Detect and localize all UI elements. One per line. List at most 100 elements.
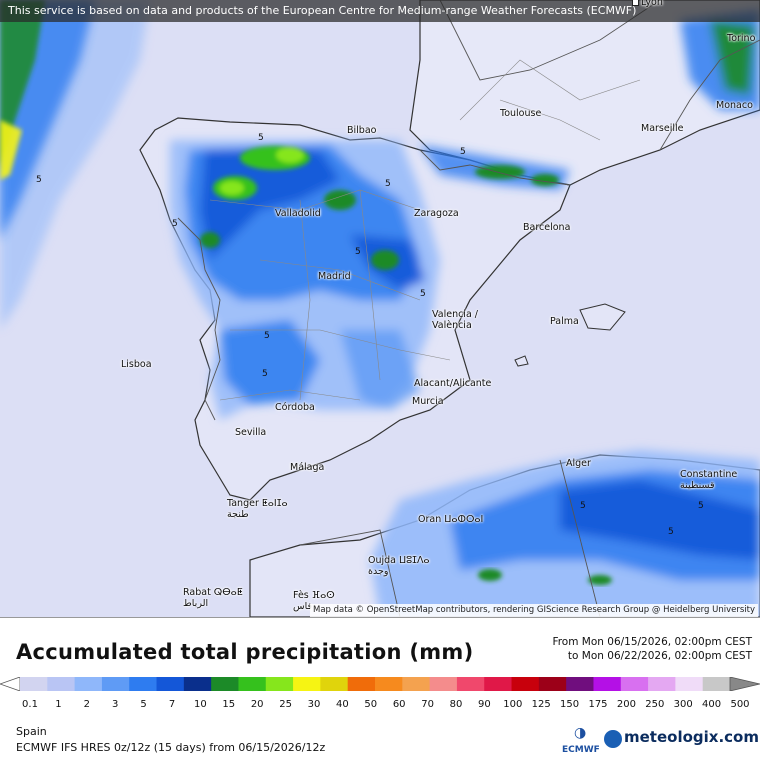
scale-cell <box>347 677 376 691</box>
city-lyon[interactable]: Lyon <box>632 0 663 8</box>
city-cordoba[interactable]: Córdoba <box>275 402 315 413</box>
regional-borders <box>209 59 641 401</box>
svg-text:5: 5 <box>420 289 426 299</box>
city-marker <box>632 0 639 6</box>
scale-cell <box>129 677 158 691</box>
city-monaco[interactable]: Monaco <box>716 100 753 111</box>
scale-cell <box>101 677 130 691</box>
city-label: Rabat ⵕⴱⴰⵟ الرباط <box>183 587 243 609</box>
scale-tick-label: 15 <box>222 699 236 710</box>
scale-tick-label: 80 <box>449 699 463 710</box>
scale-cell <box>265 677 294 691</box>
svg-text:5: 5 <box>172 219 178 229</box>
city-palma[interactable]: Palma <box>550 316 579 327</box>
scale-cell <box>293 677 321 691</box>
city-label: Tanger ⵟⴰⵏⵊⴰ طنجة <box>227 498 288 520</box>
city-constantine[interactable]: Constantine قسنطينة <box>680 469 737 491</box>
city-oran[interactable]: Oran ⵡⴰⵀⵔⴰⵏ <box>418 514 483 525</box>
svg-text:5: 5 <box>580 501 586 511</box>
city-oujda[interactable]: Oujda ⵡⵓⵊⴷⴰ وجدة <box>368 555 430 577</box>
scale-tick-label: 400 <box>702 699 722 710</box>
city-label: Palma <box>550 316 579 327</box>
precipitation-map[interactable]: 5 5 5 5 5 5 5 5 5 5 5 5 This service is based on… <box>0 0 760 617</box>
region-label: Spain <box>16 725 47 738</box>
scale-tick-label: 250 <box>645 699 665 710</box>
scale-tick-label: 175 <box>588 699 608 710</box>
africa-precip-cores <box>478 569 612 585</box>
city-alger[interactable]: Alger <box>566 458 591 469</box>
scale-tick-label: 40 <box>336 699 349 710</box>
scale-cell <box>183 677 212 691</box>
legend-panel: Accumulated total precipitation (mm) Fro… <box>0 617 760 760</box>
scale-tick-label: 300 <box>673 699 693 710</box>
city-bilbao[interactable]: Bilbao <box>347 125 376 136</box>
city-label: Lyon <box>641 0 663 8</box>
africa-precip <box>370 450 760 617</box>
scale-tick-label: 5 <box>140 699 147 710</box>
svg-text:5: 5 <box>36 175 42 185</box>
city-zaragoza[interactable]: Zaragoza <box>414 208 459 219</box>
scale-tick-label: 10 <box>194 699 207 710</box>
scale-cell <box>593 677 622 691</box>
scale-tick-label: 25 <box>279 699 292 710</box>
city-sevilla[interactable]: Sevilla <box>235 427 266 438</box>
contour-labels: 5 5 5 5 5 5 5 5 5 5 5 5 <box>36 133 704 537</box>
scale-cell <box>702 677 731 691</box>
scale-tick-label: 125 <box>531 699 551 710</box>
city-label: Oran ⵡⴰⵀⵔⴰⵏ <box>418 514 484 525</box>
city-malaga[interactable]: Málaga <box>290 462 324 473</box>
scale-cell <box>456 677 485 691</box>
ecmwf-notice: This service is based on data and produc… <box>0 0 760 22</box>
city-label: Alger <box>566 458 591 469</box>
scale-cell <box>320 677 349 691</box>
atlantic-max-precip <box>0 120 22 180</box>
scale-tick-label: 0.1 <box>22 699 38 710</box>
city-lisboa[interactable]: Lisboa <box>121 359 152 370</box>
city-barcelona[interactable]: Barcelona <box>523 222 570 233</box>
scale-cell <box>211 677 239 691</box>
meteologix-logo-text: meteologix.com <box>624 728 759 746</box>
city-tanger[interactable]: Tanger ⵟⴰⵏⵊⴰ طنجة <box>227 498 288 520</box>
iberia-precip-cores <box>200 146 559 270</box>
map-attribution[interactable]: Map data © OpenStreetMap contributors, r… <box>310 604 758 617</box>
scale-max-arrow <box>729 677 760 691</box>
city-madrid[interactable]: Madrid <box>318 271 351 282</box>
svg-text:5: 5 <box>264 331 270 341</box>
scale-cell <box>484 677 513 691</box>
ecmwf-logo-text: ECMWF <box>562 745 600 755</box>
scale-tick-label: 50 <box>364 699 378 710</box>
scale-cell <box>675 677 704 691</box>
scale-tick-label: 200 <box>616 699 636 710</box>
city-label: Valencia / València <box>432 309 478 331</box>
scale-cell <box>238 677 267 691</box>
city-label: Barcelona <box>523 222 571 233</box>
city-label: Málaga <box>290 462 325 473</box>
color-scale-bar <box>0 677 760 691</box>
svg-text:5: 5 <box>698 501 704 511</box>
scale-cell <box>375 677 403 691</box>
city-rabat[interactable]: Rabat ⵕⴱⴰⵟ الرباط <box>183 587 243 609</box>
svg-text:5: 5 <box>258 133 264 143</box>
city-toulouse[interactable]: Toulouse <box>500 108 541 119</box>
map-canvas: 5 5 5 5 5 5 5 5 5 5 5 5 <box>0 0 760 617</box>
city-label: Monaco <box>716 100 753 111</box>
city-valencia[interactable]: Valencia / València <box>432 309 478 331</box>
scale-cell <box>538 677 567 691</box>
city-label: Marseille <box>641 123 684 134</box>
city-label: Torino <box>727 33 756 44</box>
ecmwf-logo[interactable]: ◑ ECMWF <box>560 725 606 759</box>
scale-cell <box>20 677 48 691</box>
svg-text:5: 5 <box>262 369 268 379</box>
city-label: Sevilla <box>235 427 267 438</box>
scale-tick-label: 20 <box>250 699 264 710</box>
city-alicante[interactable]: Alacant/Alicante <box>414 378 491 389</box>
city-murcia[interactable]: Murcia <box>412 396 444 407</box>
city-fes[interactable]: Fès ⴼⴰⵙ فاس <box>293 590 335 612</box>
city-torino[interactable]: Torino <box>727 33 755 44</box>
scale-cell <box>620 677 649 691</box>
ibiza-island <box>514 355 529 367</box>
scale-tick-label: 1 <box>55 699 62 710</box>
city-valladolid[interactable]: Valladolid <box>275 208 321 219</box>
city-marseille[interactable]: Marseille <box>641 123 683 134</box>
period-to: to Mon 06/22/2026, 02:00pm CEST <box>567 650 752 662</box>
